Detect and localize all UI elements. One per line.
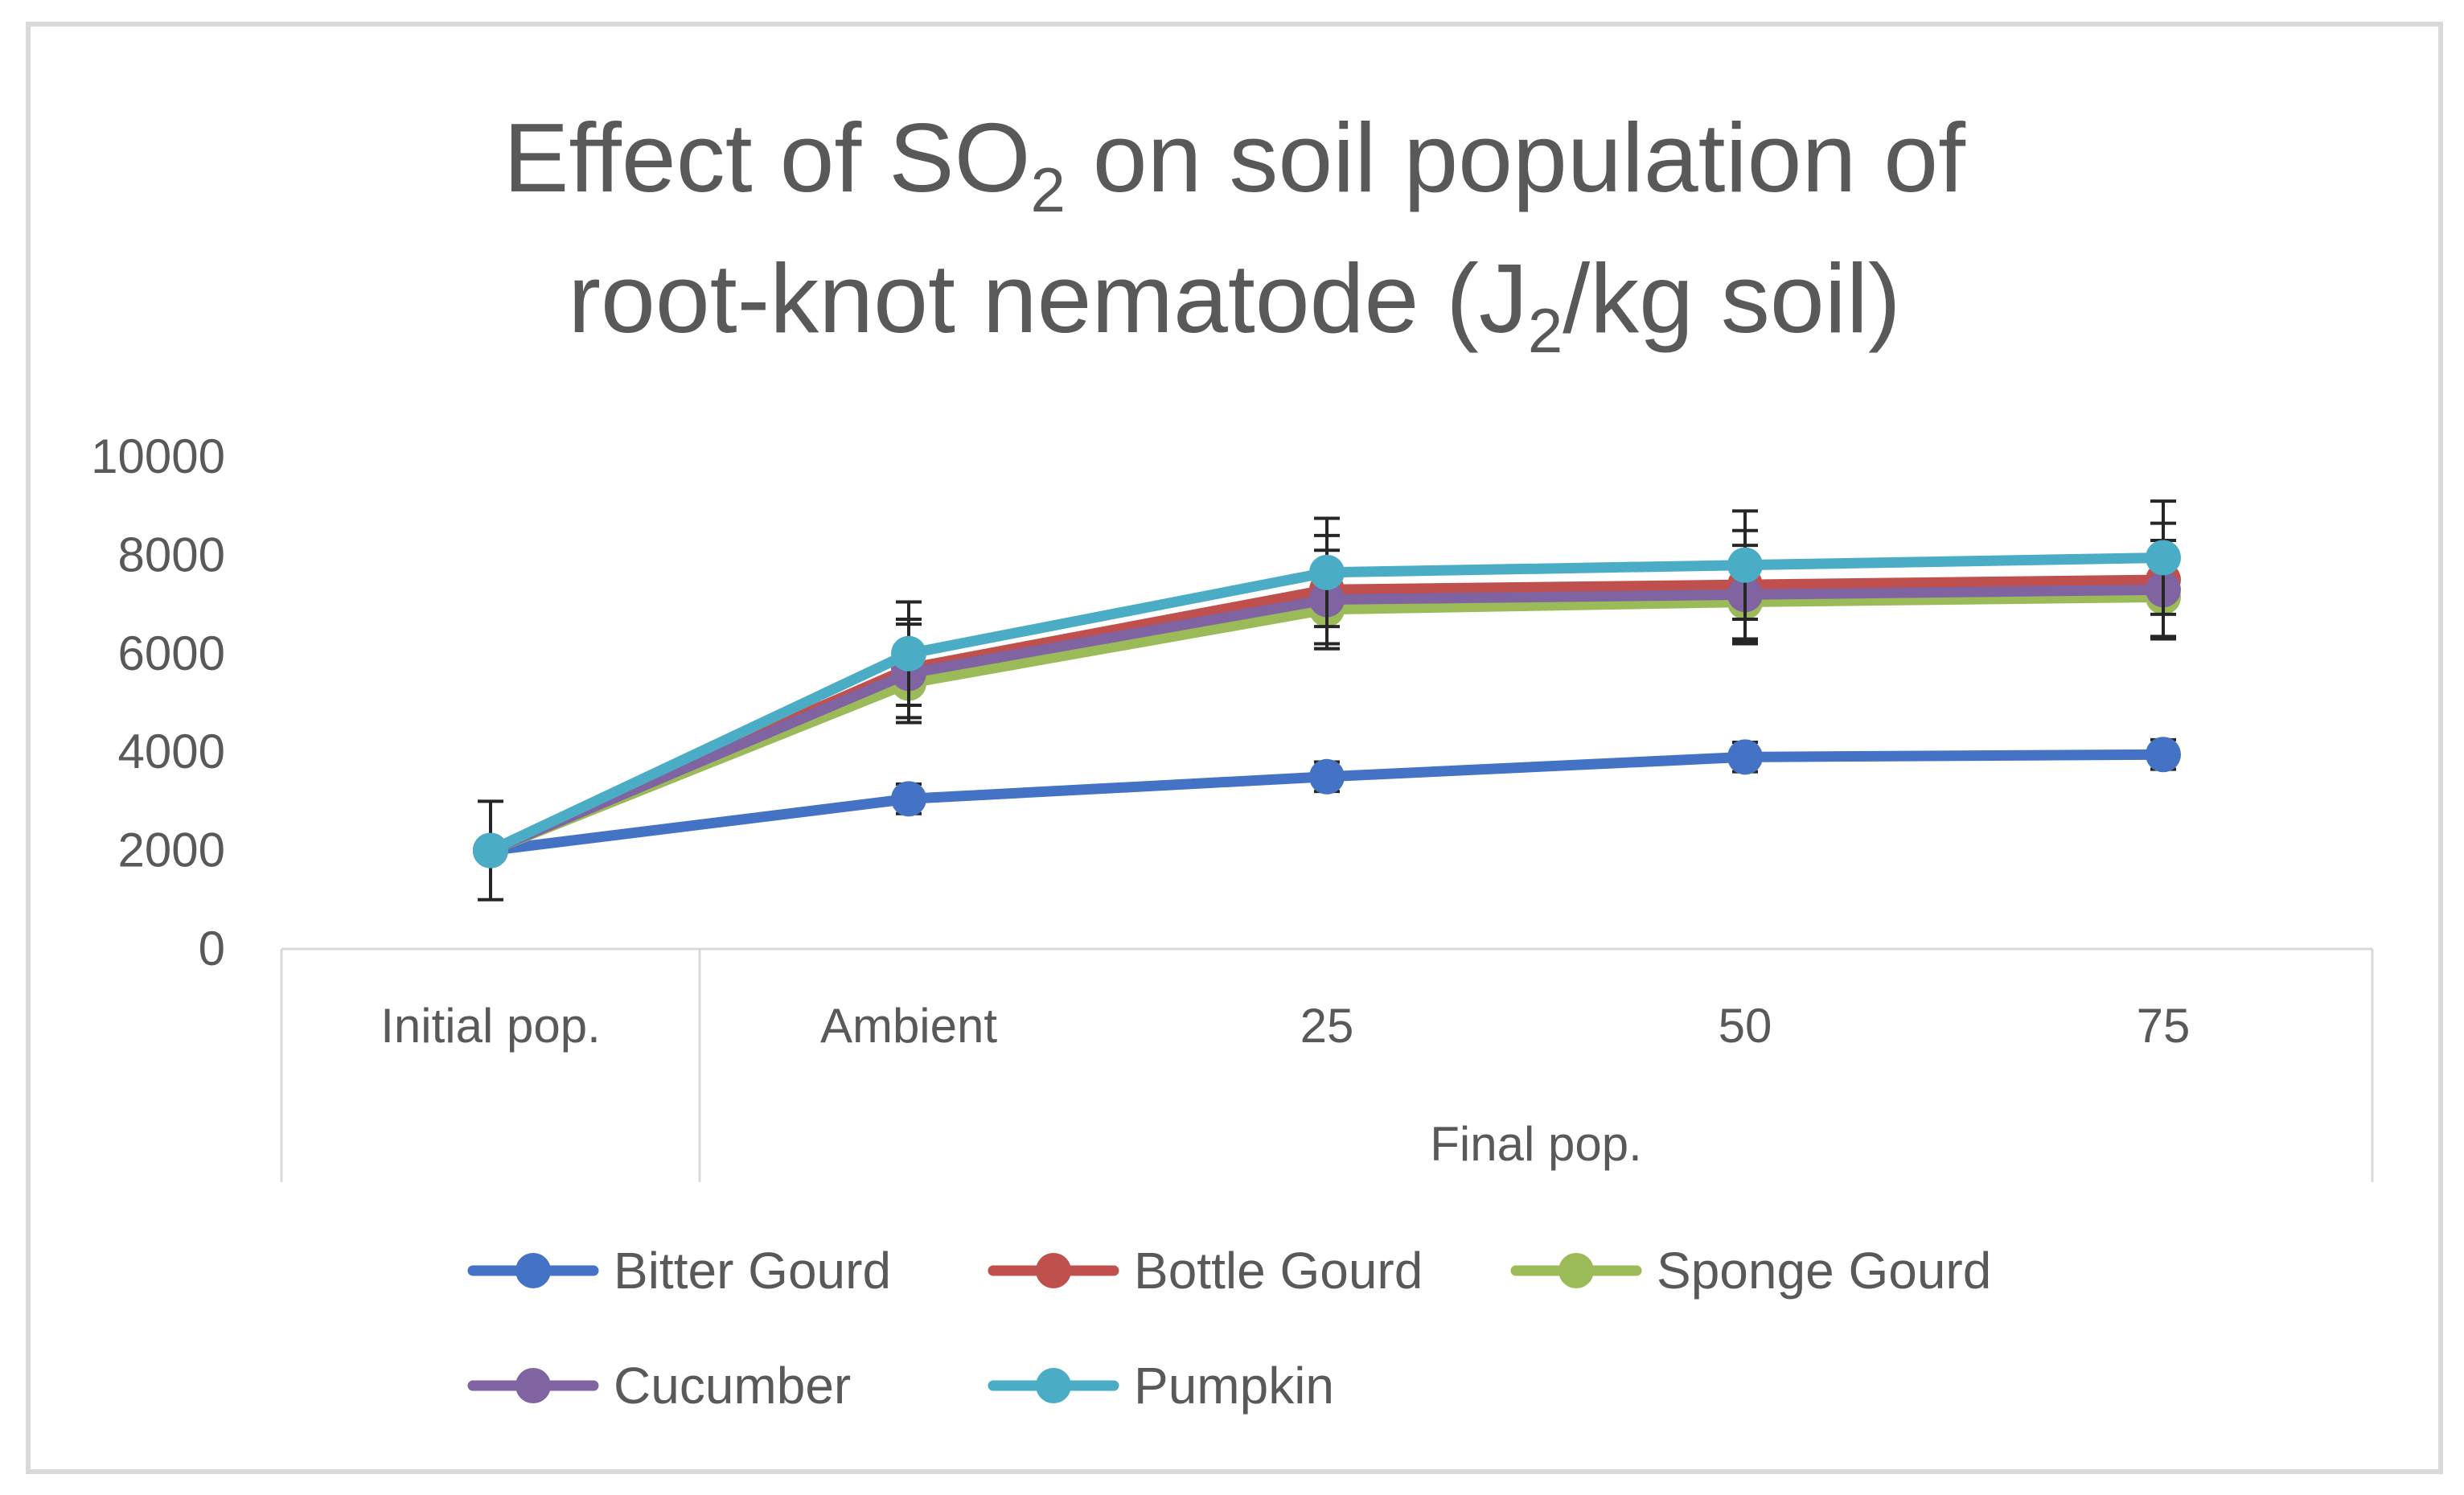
legend-label-bottle-gourd: Bottle Gourd bbox=[1134, 1242, 1423, 1300]
legend-item-bottle-gourd: Bottle Gourd bbox=[988, 1242, 1423, 1300]
legend: Bitter Gourd Bottle Gourd Sponge Gourd Cucu… bbox=[467, 1242, 1991, 1415]
legend-swatch-marker-bitter-gourd bbox=[515, 1253, 551, 1288]
legend-swatch-marker-sponge-gourd bbox=[1558, 1253, 1594, 1288]
y-axis-ticks: 0 2000 4000 6000 8000 10000 bbox=[91, 429, 225, 975]
legend-label-sponge-gourd: Sponge Gourd bbox=[1657, 1242, 1991, 1300]
legend-swatch-marker-bottle-gourd bbox=[1036, 1253, 1071, 1288]
chart-border bbox=[26, 22, 2443, 1474]
x-axis-categories: Initial pop. Ambient 25 50 75 bbox=[380, 999, 2190, 1053]
y-tick-label-6000: 6000 bbox=[118, 626, 225, 680]
x-tick-label-2: 25 bbox=[1300, 999, 1354, 1053]
legend-label-bitter-gourd: Bitter Gourd bbox=[614, 1242, 891, 1300]
legend-label-cucumber: Cucumber bbox=[614, 1357, 851, 1415]
chart-title-line1: Effect of SO2 on soil population of bbox=[503, 103, 1966, 225]
point-pumpkin-2 bbox=[1309, 554, 1345, 590]
legend-swatch-marker-cucumber bbox=[515, 1368, 551, 1403]
series-layer bbox=[473, 499, 2181, 902]
y-tick-label-2000: 2000 bbox=[118, 823, 225, 877]
category-axis bbox=[280, 947, 2374, 1182]
x-tick-label-0: Initial pop. bbox=[380, 999, 601, 1053]
legend-label-pumpkin: Pumpkin bbox=[1134, 1357, 1334, 1415]
y-tick-label-10000: 10000 bbox=[91, 429, 225, 483]
y-tick-label-0: 0 bbox=[199, 922, 225, 975]
point-pumpkin-0 bbox=[473, 832, 508, 869]
point-bitter-gourd-1 bbox=[891, 781, 926, 817]
legend-item-pumpkin: Pumpkin bbox=[988, 1357, 1334, 1415]
y-tick-label-8000: 8000 bbox=[118, 528, 225, 581]
point-pumpkin-3 bbox=[1727, 547, 1763, 583]
point-bitter-gourd-2 bbox=[1309, 758, 1345, 795]
legend-item-cucumber: Cucumber bbox=[467, 1357, 851, 1415]
point-pumpkin-1 bbox=[891, 635, 926, 672]
series-bitter-gourd bbox=[473, 737, 2181, 869]
point-pumpkin-4 bbox=[2146, 540, 2181, 576]
group-label-final-pop: Final pop. bbox=[1430, 1117, 1642, 1171]
legend-swatch-marker-pumpkin bbox=[1036, 1368, 1071, 1403]
point-bitter-gourd-4 bbox=[2146, 737, 2181, 773]
y-tick-label-4000: 4000 bbox=[118, 725, 225, 778]
point-bitter-gourd-3 bbox=[1727, 739, 1763, 775]
x-tick-label-4: 75 bbox=[2137, 999, 2191, 1053]
x-tick-label-1: Ambient bbox=[820, 999, 997, 1053]
x-tick-label-3: 50 bbox=[1719, 999, 1772, 1053]
series-pumpkin bbox=[473, 499, 2181, 902]
legend-item-bitter-gourd: Bitter Gourd bbox=[467, 1242, 891, 1300]
chart-title-line2: root-knot nematode (J2/kg soil) bbox=[568, 244, 1900, 366]
legend-item-sponge-gourd: Sponge Gourd bbox=[1510, 1242, 1991, 1300]
